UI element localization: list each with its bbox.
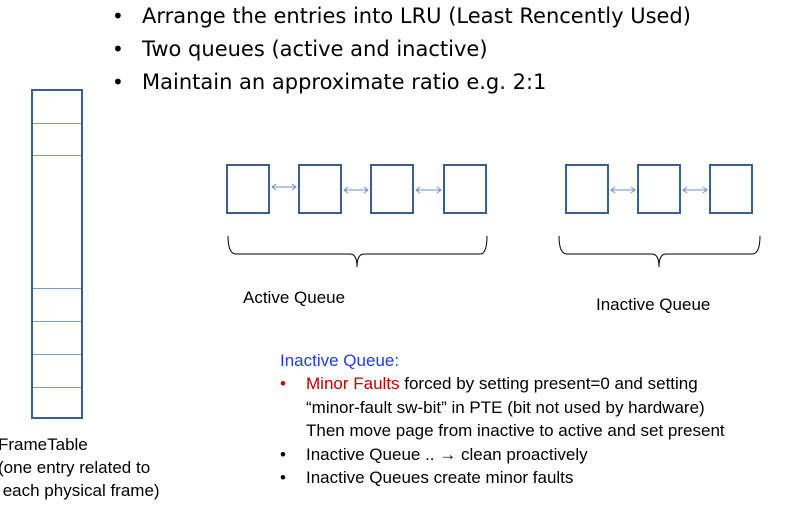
frame-table-label-line: FrameTable	[0, 435, 88, 454]
notes-title: Inactive Queue:	[280, 351, 400, 370]
frame-table-row-divider	[33, 123, 81, 124]
double-arrow-icon	[610, 186, 636, 194]
notes-text: forced by setting present=0 and setting	[399, 374, 698, 393]
minor-faults-term: Minor Faults	[306, 374, 400, 393]
inactive-queue-entry	[565, 164, 609, 214]
double-arrow-icon	[271, 183, 297, 191]
notes-continuation: “minor-fault sw-bit” in PTE (bit not use…	[280, 396, 705, 420]
bullet-dot: •	[112, 37, 124, 61]
frame-table	[31, 89, 83, 419]
double-arrow-icon	[415, 186, 442, 194]
frame-table-row-divider	[33, 354, 81, 355]
bullet-dot: •	[280, 468, 286, 487]
active-queue-label: Active Queue	[243, 288, 346, 307]
bullet-dot: •	[112, 4, 124, 28]
inactive-queue-entry	[709, 164, 753, 214]
inactive-queue-notes: Inactive Queue: • Minor Faults forced by…	[280, 350, 725, 490]
active-queue-entry	[443, 164, 487, 214]
notes-item: • Inactive Queue .. → clean proactively	[280, 443, 588, 467]
bullet-text: Maintain an approximate ratio e.g. 2:1	[142, 70, 547, 94]
bullet-text: Two queues (active and inactive)	[142, 37, 488, 61]
active-queue-brace-icon	[227, 235, 488, 268]
active-queue-entry	[370, 164, 414, 214]
right-arrow-icon: →	[439, 444, 457, 464]
inactive-queue-entry	[637, 164, 681, 214]
frame-table-row-divider	[33, 321, 81, 322]
bullet-dot: •	[112, 70, 124, 94]
bullet-text: Arrange the entries into LRU (Least Renc…	[142, 4, 691, 28]
notes-item: • Minor Faults forced by setting present…	[280, 372, 698, 396]
notes-text: Inactive Queues create minor faults	[306, 468, 574, 487]
double-arrow-icon	[682, 186, 708, 194]
bullet-dot: •	[280, 374, 286, 393]
active-queue-entry	[298, 164, 342, 214]
frame-table-label-line: each physical frame)	[0, 481, 160, 500]
active-queue-entry	[226, 164, 270, 214]
notes-text: “minor-fault sw-bit” in PTE (bit not use…	[306, 397, 705, 417]
double-arrow-icon	[343, 186, 369, 194]
notes-continuation: Then move page from inactive to active a…	[280, 419, 725, 443]
notes-text: clean proactively	[456, 444, 588, 464]
notes-item: • Inactive Queues create minor faults	[280, 466, 573, 490]
notes-text: Then move page from inactive to active a…	[306, 421, 725, 440]
frame-table-label-line: (one entry related to	[0, 458, 151, 477]
inactive-queue-label: Inactive Queue	[596, 295, 711, 314]
bullet-dot: •	[280, 444, 286, 464]
frame-table-row-divider	[33, 387, 81, 388]
notes-text: Inactive Queue ..	[306, 444, 440, 464]
frame-table-row-divider	[33, 288, 81, 289]
inactive-queue-brace-icon	[558, 235, 761, 268]
frame-table-row-divider	[33, 155, 81, 156]
frame-table-label: FrameTable (one entry related to each ph…	[0, 433, 160, 502]
